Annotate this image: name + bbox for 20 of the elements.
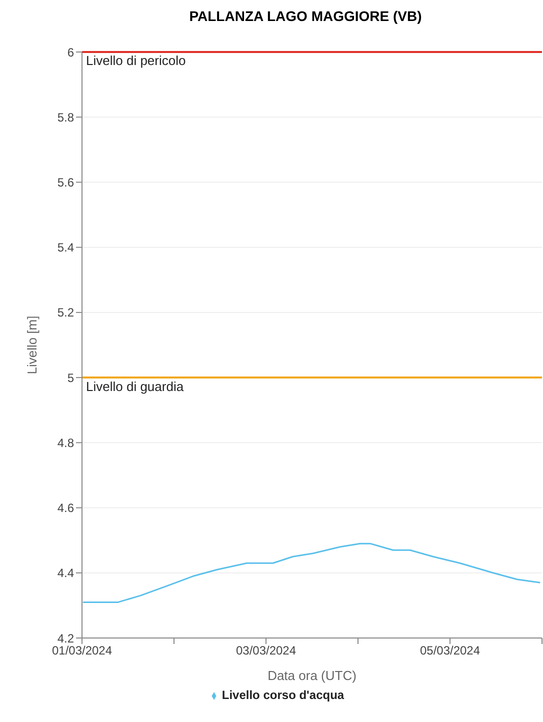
- chart-title: PALLANZA LAGO MAGGIORE (VB): [188, 8, 423, 26]
- y-tick-label: 4.2: [57, 631, 74, 646]
- y-tick-label: 4.4: [57, 566, 74, 580]
- x-tick-label: 03/03/2024: [236, 644, 296, 658]
- ref-line-label: Livello di guardia: [86, 378, 184, 394]
- y-tick-label: 5: [67, 370, 74, 385]
- y-axis-title: Livello [m]: [24, 316, 40, 374]
- y-tick-label: 6: [67, 45, 74, 60]
- line-series: [82, 542, 541, 603]
- y-tick-label: 5.4: [57, 240, 74, 255]
- legend-label: Livello corso d'acqua: [222, 688, 344, 702]
- y-tick-label: 5.2: [57, 306, 74, 320]
- x-tick-label: 01/03/2024: [52, 644, 112, 658]
- y-tick-label: 5.8: [57, 110, 74, 124]
- y-tick-label: 4.6: [57, 501, 74, 516]
- x-tick-label: 05/03/2024: [420, 644, 480, 658]
- ref-line-label: Livello di pericolo: [86, 53, 186, 68]
- y-tick-label: 5.6: [57, 175, 74, 190]
- y-tick-label: 4.8: [57, 436, 74, 450]
- x-axis-title: Data ora (UTC): [268, 668, 356, 683]
